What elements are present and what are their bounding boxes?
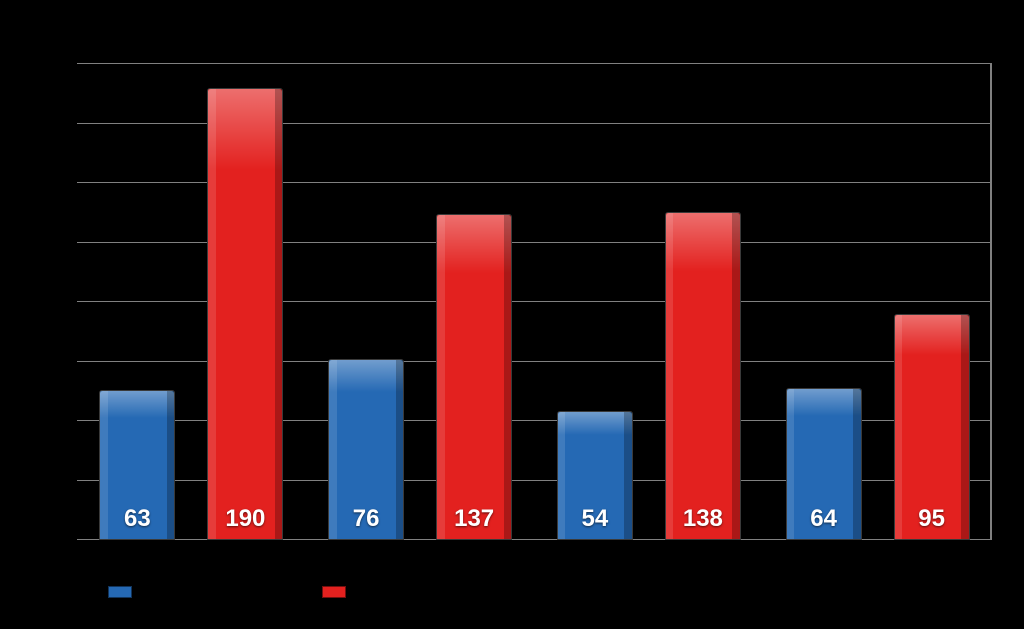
- legend-item: [322, 586, 356, 598]
- bar-value-label: 190: [225, 505, 265, 533]
- bar-value-label: 63: [124, 505, 151, 533]
- bar-value-label: 64: [810, 505, 837, 533]
- bar-series-a: 76: [328, 359, 404, 540]
- legend: [0, 586, 1024, 598]
- bar-series-b: 138: [665, 212, 741, 540]
- bar-series-a: 64: [786, 388, 862, 540]
- chart-root: 63 190 76 137 54 138 64 95: [0, 0, 1024, 629]
- legend-swatch: [108, 586, 132, 598]
- gridline: [77, 63, 992, 64]
- y-axis-right: [990, 64, 992, 540]
- bar-series-a: 54: [557, 411, 633, 540]
- bar-series-b: 137: [436, 214, 512, 540]
- bar-series-a: 63: [99, 390, 175, 540]
- bar-value-label: 76: [353, 505, 380, 533]
- plot-area: 63 190 76 137 54 138 64 95: [77, 64, 992, 540]
- legend-item: [108, 586, 142, 598]
- bar-value-label: 138: [683, 505, 723, 533]
- bar-value-label: 137: [454, 505, 494, 533]
- legend-swatch: [322, 586, 346, 598]
- bar-series-b: 95: [894, 314, 970, 540]
- bar-value-label: 54: [582, 505, 609, 533]
- bar-series-b: 190: [207, 88, 283, 540]
- bar-value-label: 95: [918, 505, 945, 533]
